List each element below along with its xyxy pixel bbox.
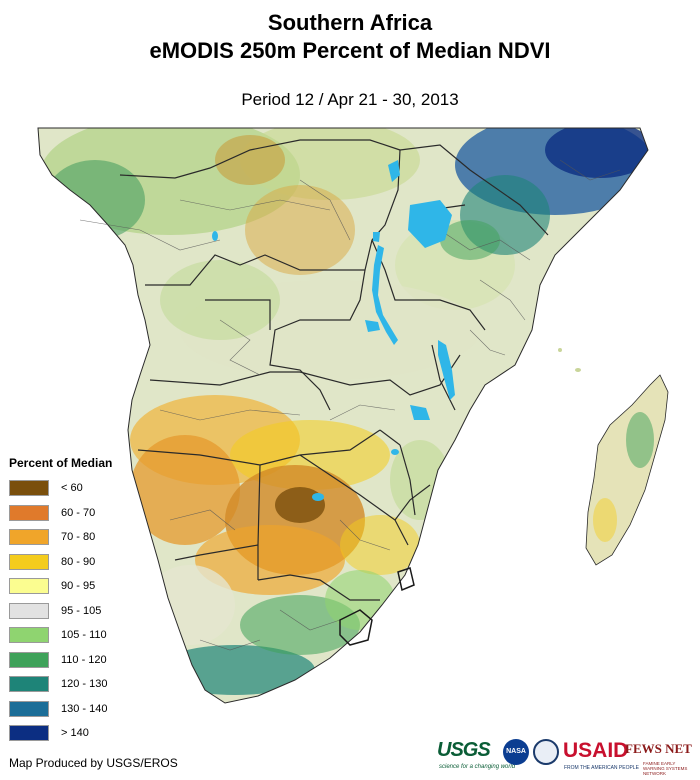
nasa-logo: NASA <box>503 739 529 765</box>
legend-label: 80 - 90 <box>61 555 96 568</box>
map-title-line2: eMODIS 250m Percent of Median NDVI <box>149 38 551 63</box>
legend-item: 95 - 105 <box>9 599 149 624</box>
legend: Percent of Median < 60 60 - 70 70 - 80 8… <box>9 456 149 746</box>
legend-label: 110 - 120 <box>61 653 107 666</box>
legend-swatch <box>9 480 49 497</box>
usaid-logo: USAID <box>563 739 629 762</box>
lesotho-border <box>339 609 373 646</box>
legend-label: < 60 <box>61 482 83 495</box>
legend-item: < 60 <box>9 476 149 501</box>
lake-albert <box>388 160 400 182</box>
map-subtitle: Period 12 / Apr 21 - 30, 2013 <box>241 90 459 109</box>
agency-logos: USGS science for a changing world NASA U… <box>437 735 697 777</box>
usgs-tagline: science for a changing world <box>439 764 516 770</box>
legend-item: 80 - 90 <box>9 550 149 575</box>
lake-kivu <box>373 232 380 242</box>
legend-item: 70 - 80 <box>9 525 149 550</box>
provincial-borders <box>79 159 621 651</box>
legend-label: 130 - 140 <box>61 702 108 715</box>
legend-swatch <box>9 725 49 742</box>
map-credit: Map Produced by USGS/EROS <box>9 756 178 770</box>
legend-swatch <box>9 504 49 521</box>
lake-victoria <box>408 200 452 248</box>
usaid-tagline: FROM THE AMERICAN PEOPLE <box>564 765 639 771</box>
legend-label: 105 - 110 <box>61 629 107 642</box>
lakes <box>212 160 455 501</box>
legend-label: 95 - 105 <box>61 604 102 617</box>
makgadikgadi-pan <box>312 493 324 501</box>
legend-swatch <box>9 627 49 644</box>
legend-swatch <box>9 553 49 570</box>
legend-item: 110 - 120 <box>9 648 149 673</box>
lake-tanganyika <box>372 245 398 345</box>
islands <box>558 348 581 372</box>
legend-swatch <box>9 676 49 693</box>
legend-title: Percent of Median <box>9 456 113 470</box>
lake-malawi <box>438 340 455 400</box>
legend-label: 60 - 70 <box>61 506 96 519</box>
country-borders <box>119 139 549 601</box>
legend-label: > 140 <box>61 727 89 740</box>
legend-label: 90 - 95 <box>61 580 96 593</box>
madagascar <box>585 374 669 566</box>
legend-item: 120 - 130 <box>9 672 149 697</box>
legend-item: > 140 <box>9 721 149 746</box>
usgs-logo: USGS <box>437 739 491 761</box>
legend-swatch <box>9 602 49 619</box>
legend-swatch <box>9 651 49 668</box>
legend-item: 105 - 110 <box>9 623 149 648</box>
eswatini-border <box>397 567 415 592</box>
fews-net-tagline: FAMINE EARLY WARNING SYSTEMS NETWORK <box>643 761 688 776</box>
map-title-line1: Southern Africa <box>267 10 433 35</box>
state-seal-icon <box>533 739 559 765</box>
legend-item: 60 - 70 <box>9 501 149 526</box>
legend-item: 90 - 95 <box>9 574 149 599</box>
legend-label: 70 - 80 <box>61 531 96 544</box>
lake-mweru <box>365 320 380 332</box>
legend-swatch <box>9 700 49 717</box>
legend-label: 120 - 130 <box>61 678 108 691</box>
lake-kariba <box>410 405 430 420</box>
legend-swatch <box>9 529 49 546</box>
legend-items: < 60 60 - 70 70 - 80 80 - 90 90 - 95 95 … <box>9 476 149 746</box>
mountain-kingdoms <box>339 567 415 646</box>
legend-swatch <box>9 578 49 595</box>
legend-item: 130 - 140 <box>9 697 149 722</box>
fews-net-logo: FEWS NET <box>625 741 692 756</box>
